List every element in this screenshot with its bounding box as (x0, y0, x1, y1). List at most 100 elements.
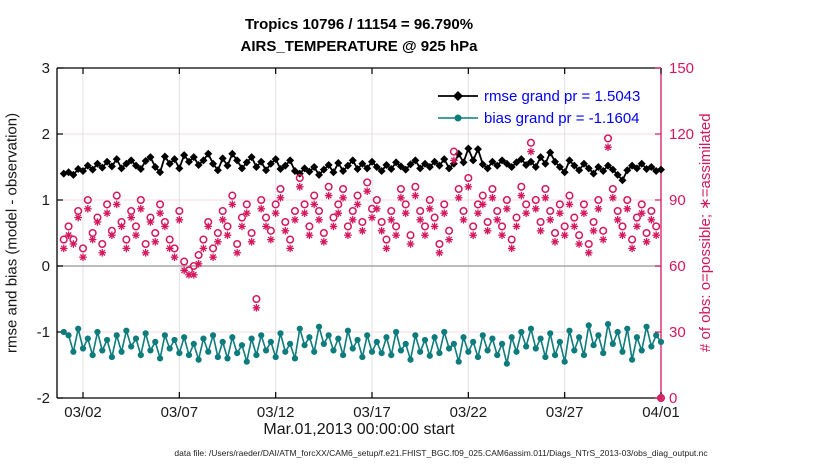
assimilated-obs-marker (450, 156, 458, 165)
diamond-marker (358, 159, 367, 168)
circle-marker (94, 328, 101, 336)
assimilated-obs-marker (108, 231, 116, 239)
possible-obs-marker (560, 222, 569, 231)
assimilated-obs-marker (267, 235, 275, 244)
assimilated-obs-marker (377, 227, 386, 235)
assimilated-obs-marker (623, 205, 632, 213)
circle-marker (392, 328, 400, 336)
circle-marker (609, 340, 616, 347)
possible-obs-marker (78, 244, 88, 253)
circle-marker (571, 347, 578, 354)
assimilated-obs-marker (214, 238, 222, 246)
circle-marker (65, 332, 72, 339)
circle-marker (388, 352, 395, 359)
diamond-marker (353, 164, 362, 173)
possible-obs-marker (223, 222, 232, 231)
diamond-marker (218, 154, 227, 163)
diamond-marker (575, 166, 584, 175)
diamond-marker (329, 168, 338, 177)
circle-marker (643, 323, 650, 330)
possible-obs-marker (324, 182, 333, 191)
circle-marker (200, 335, 207, 342)
possible-obs-marker (136, 195, 145, 205)
assimilated-obs-marker (353, 200, 362, 209)
possible-obs-marker (88, 228, 97, 238)
diamond-marker (599, 166, 608, 175)
possible-obs-marker (122, 235, 131, 244)
assimilated-obs-marker (657, 394, 665, 402)
circle-marker (243, 358, 250, 365)
possible-obs-marker (64, 222, 73, 231)
circle-marker (585, 322, 592, 329)
possible-obs-marker (358, 217, 367, 227)
diamond-marker (199, 156, 208, 165)
circle-marker (325, 332, 332, 339)
circle-marker (147, 347, 154, 354)
possible-obs-marker (642, 228, 651, 238)
assimilated-obs-marker (180, 266, 188, 275)
diamond-marker (103, 157, 112, 166)
circle-marker (89, 352, 96, 359)
diamond-marker (252, 163, 261, 171)
diamond-marker (493, 161, 502, 170)
possible-obs-marker (637, 200, 646, 209)
assimilated-obs-marker (440, 209, 449, 217)
possible-obs-marker (502, 195, 511, 205)
circle-marker (566, 327, 573, 334)
assimilated-obs-marker (411, 191, 420, 200)
diamond-marker (618, 176, 627, 185)
diamond-marker (334, 159, 343, 168)
right-y-tick-label: 90 (669, 192, 686, 209)
assimilated-obs-marker (589, 227, 598, 235)
assimilated-obs-marker (238, 222, 246, 231)
data-file-path: data file: /Users/raeder/DAI/ATM_forcXX/… (174, 448, 708, 458)
diamond-marker (589, 169, 598, 178)
diamond-marker (368, 157, 377, 166)
circle-marker (156, 355, 164, 362)
circle-marker (498, 340, 506, 347)
circle-marker (364, 332, 371, 339)
diamond-marker (473, 145, 482, 154)
assimilated-obs-marker (320, 238, 328, 246)
circle-marker (624, 325, 631, 332)
right-y-tick-label: 30 (669, 324, 686, 341)
assimilated-obs-marker (642, 238, 651, 246)
diamond-marker (209, 159, 218, 168)
circle-marker (118, 348, 125, 355)
assimilated-obs-marker (242, 209, 251, 217)
possible-obs-marker (536, 217, 545, 227)
possible-obs-marker (218, 206, 227, 216)
possible-obs-marker (59, 235, 68, 244)
diamond-marker (401, 165, 410, 174)
diamond-marker (59, 169, 68, 178)
circle-marker (166, 345, 173, 352)
diamond-marker (411, 156, 420, 165)
possible-obs-marker (623, 195, 632, 205)
diamond-marker (160, 152, 169, 161)
circle-marker (195, 356, 202, 363)
assimilated-obs-marker (594, 205, 603, 213)
diamond-marker (425, 163, 434, 171)
possible-obs-marker (632, 213, 641, 222)
assimilated-obs-marker (185, 271, 193, 279)
possible-obs-marker (454, 184, 463, 194)
assimilated-obs-marker (560, 231, 569, 239)
assimilated-obs-marker (161, 222, 169, 231)
diamond-marker (131, 161, 140, 170)
diamond-marker (459, 158, 468, 167)
circle-marker (561, 358, 568, 365)
possible-obs-marker (310, 191, 319, 200)
assimilated-obs-marker (127, 213, 135, 222)
possible-obs-marker (247, 228, 256, 238)
circle-marker (152, 338, 159, 345)
circle-marker (113, 332, 120, 339)
assimilated-obs-marker (204, 222, 213, 231)
circle-marker (291, 355, 299, 362)
circle-marker (576, 334, 583, 341)
possible-obs-marker (257, 195, 266, 205)
circle-marker (253, 352, 260, 359)
assimilated-obs-marker (575, 240, 583, 248)
possible-obs-marker (228, 191, 237, 200)
assimilated-obs-marker (401, 209, 410, 217)
diamond-marker (127, 156, 136, 165)
